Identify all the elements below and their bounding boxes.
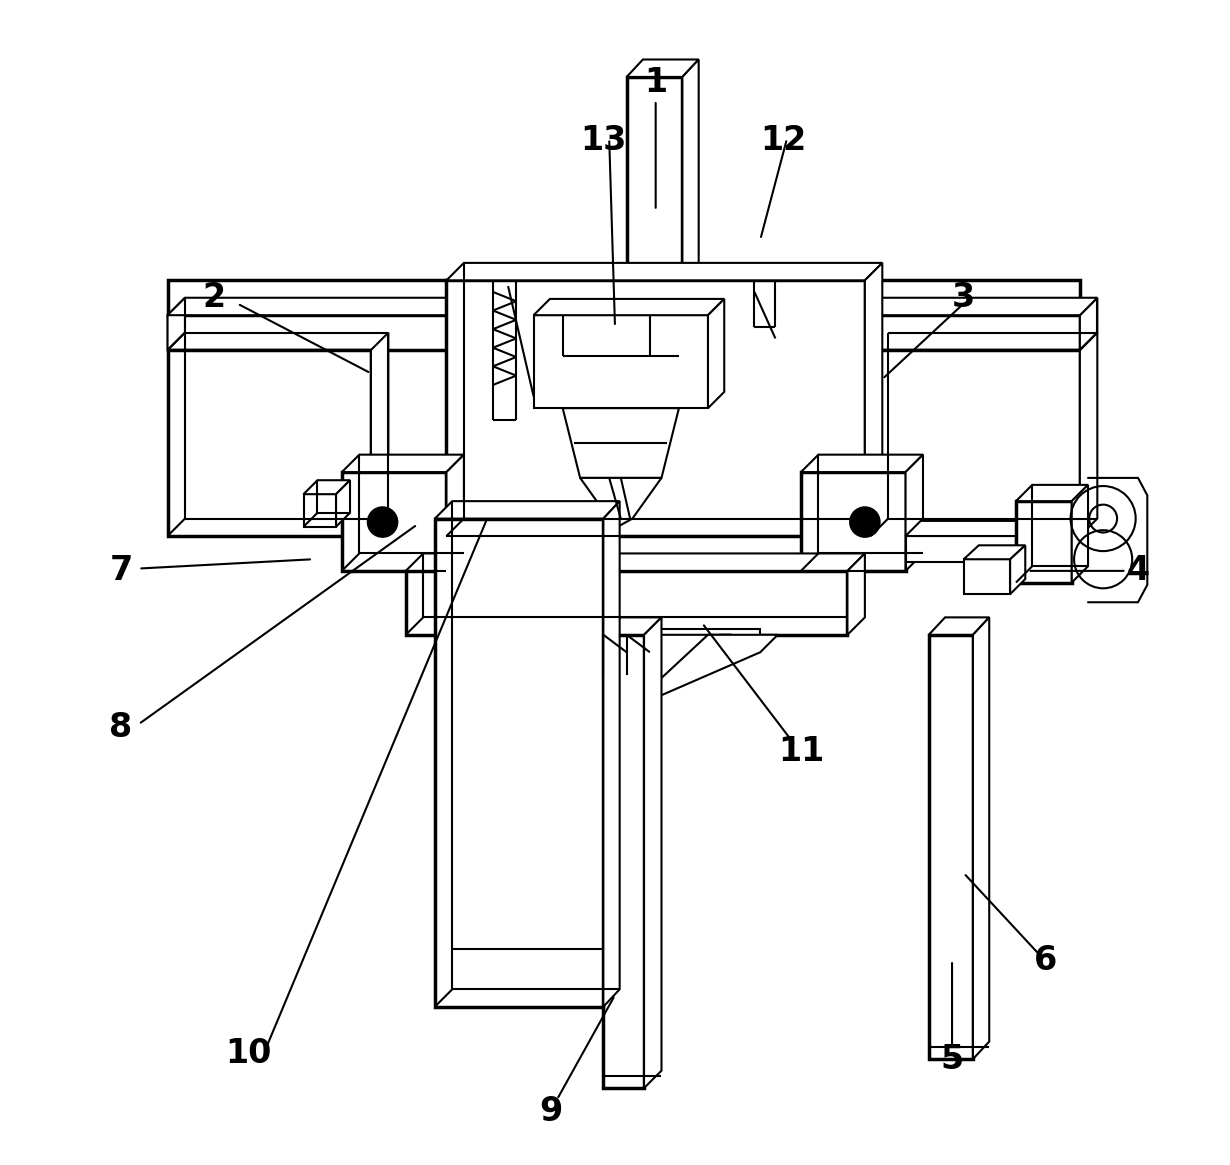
Text: 3: 3	[952, 281, 975, 315]
Polygon shape	[435, 501, 620, 518]
Polygon shape	[167, 298, 643, 316]
Text: 8: 8	[109, 712, 133, 744]
Text: 7: 7	[109, 555, 133, 587]
Polygon shape	[336, 480, 351, 527]
Polygon shape	[929, 617, 989, 635]
Polygon shape	[905, 454, 922, 571]
Text: 12: 12	[760, 125, 807, 157]
Polygon shape	[626, 59, 699, 77]
Text: 13: 13	[581, 125, 626, 157]
Circle shape	[850, 507, 879, 537]
Circle shape	[368, 507, 397, 537]
Text: 6: 6	[1033, 944, 1057, 976]
Polygon shape	[342, 454, 464, 472]
Text: 4: 4	[1127, 555, 1150, 587]
Polygon shape	[708, 299, 724, 408]
Polygon shape	[510, 635, 615, 716]
Polygon shape	[905, 521, 1031, 536]
Text: 2: 2	[203, 281, 225, 315]
Polygon shape	[534, 299, 724, 316]
Bar	[487, 629, 760, 652]
Polygon shape	[1016, 521, 1031, 562]
Polygon shape	[801, 454, 922, 472]
Polygon shape	[847, 553, 865, 635]
Polygon shape	[522, 635, 731, 711]
Polygon shape	[683, 281, 1080, 316]
Polygon shape	[1080, 333, 1097, 536]
Bar	[534, 316, 708, 408]
Polygon shape	[683, 298, 1097, 316]
Polygon shape	[683, 316, 1080, 350]
Polygon shape	[406, 553, 865, 571]
Polygon shape	[626, 635, 731, 711]
Polygon shape	[446, 263, 882, 281]
Polygon shape	[562, 408, 679, 478]
Text: 1: 1	[645, 66, 667, 99]
Polygon shape	[304, 480, 351, 494]
Polygon shape	[865, 263, 882, 536]
Bar	[604, 635, 645, 1088]
Polygon shape	[871, 350, 1080, 536]
Polygon shape	[167, 350, 371, 536]
Polygon shape	[581, 478, 662, 530]
Bar	[963, 559, 1010, 594]
Text: 9: 9	[540, 1095, 562, 1128]
Polygon shape	[167, 281, 626, 316]
Polygon shape	[645, 617, 662, 1088]
Bar	[446, 281, 865, 536]
Polygon shape	[626, 635, 777, 711]
Bar	[406, 571, 847, 635]
Bar	[1016, 501, 1071, 582]
Polygon shape	[167, 298, 184, 350]
Bar	[342, 472, 446, 571]
Bar	[905, 536, 1016, 562]
Polygon shape	[1071, 485, 1089, 582]
Polygon shape	[1010, 545, 1026, 594]
Polygon shape	[446, 454, 464, 571]
Polygon shape	[371, 333, 389, 536]
Polygon shape	[167, 316, 626, 350]
Bar	[304, 494, 336, 527]
Polygon shape	[604, 501, 620, 1007]
Polygon shape	[464, 635, 626, 711]
Polygon shape	[963, 545, 1026, 559]
Polygon shape	[973, 617, 989, 1059]
Bar	[929, 635, 973, 1059]
Text: 11: 11	[777, 734, 824, 768]
Polygon shape	[435, 518, 604, 1007]
Text: 5: 5	[941, 1043, 963, 1075]
Polygon shape	[683, 59, 699, 281]
Polygon shape	[1080, 298, 1097, 350]
Polygon shape	[604, 617, 662, 635]
Polygon shape	[1016, 485, 1089, 501]
Text: 10: 10	[226, 1037, 272, 1069]
Bar	[626, 77, 683, 281]
Bar	[801, 472, 905, 571]
